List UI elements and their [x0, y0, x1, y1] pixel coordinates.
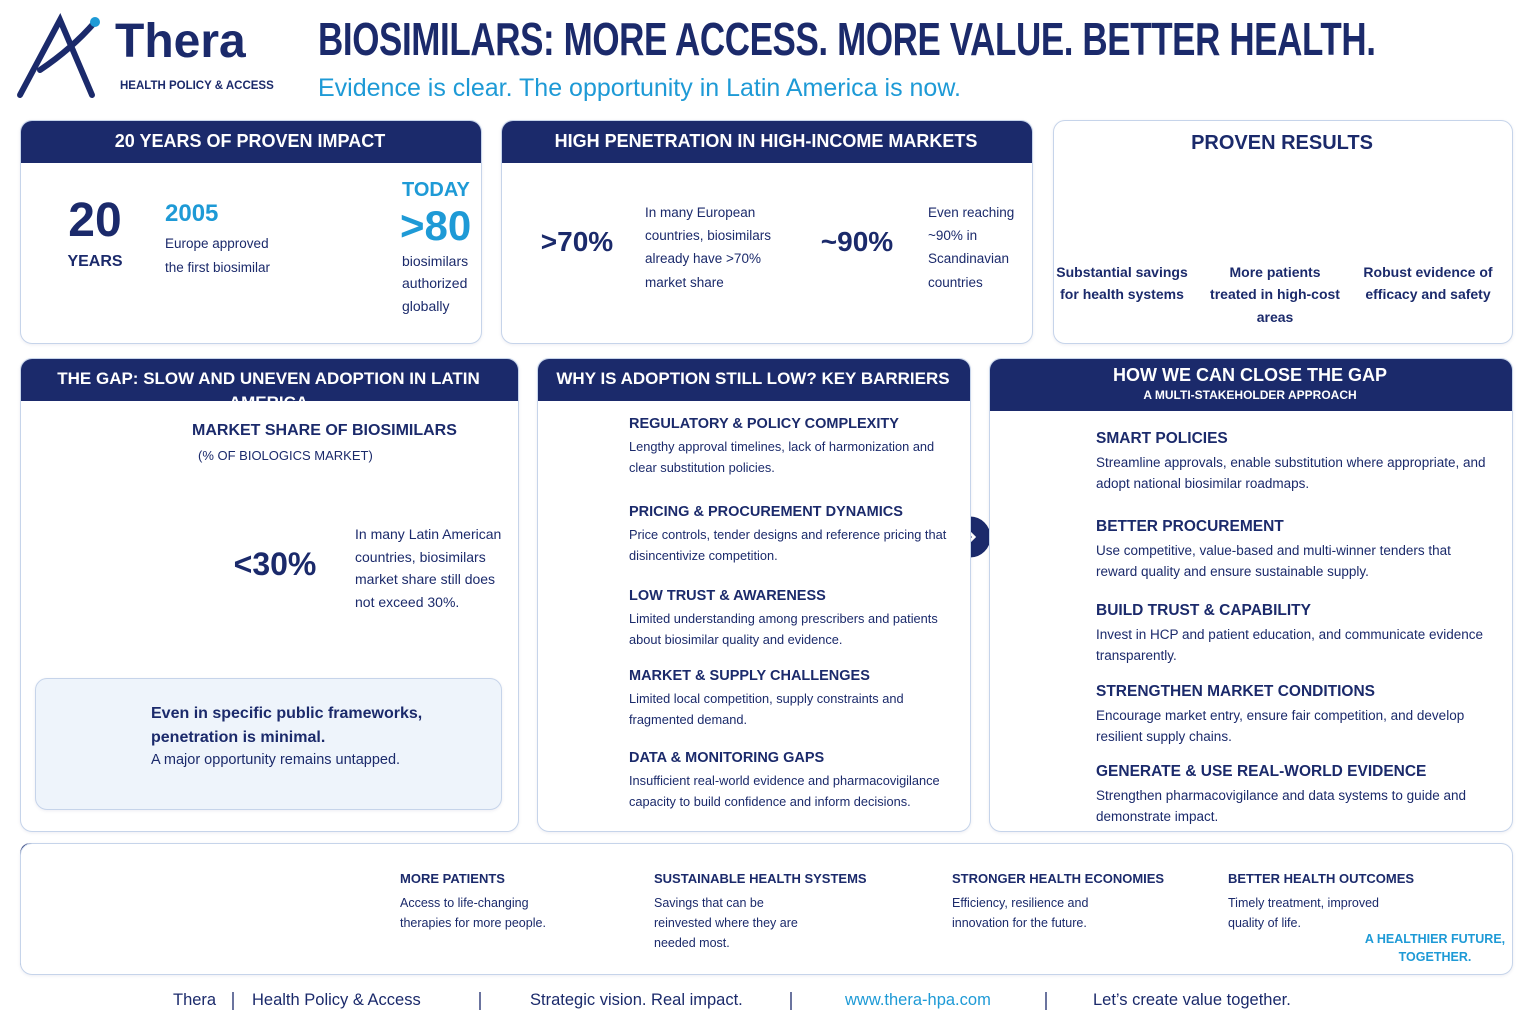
chart-title: MARKET SHARE OF BIOSIMILARS [192, 422, 457, 439]
close-text: Invest in HCP and patient education, and… [1096, 627, 1483, 664]
donut-label: >70% [540, 226, 614, 257]
today-value: >80 [400, 202, 472, 249]
close-text: Encourage market entry, ensure fair comp… [1096, 708, 1465, 745]
footer-item: www.thera-hpa.com [845, 991, 991, 1009]
footer-item: Strategic vision. Real impact. [530, 991, 743, 1009]
close-title: STRENGTHEN MARKET CONDITIONS [1096, 683, 1375, 700]
action-title: THE IMPACT OF ACTION [143, 874, 282, 932]
result-text: Robust evidence of efficacy and safety [1363, 264, 1493, 303]
close-title: GENERATE & USE REAL-WORLD EVIDENCE [1096, 763, 1427, 780]
action-item-title: STRONGER HEALTH ECONOMIES [952, 871, 1165, 886]
result-text: Substantial savings for health systems [1056, 264, 1188, 303]
barrier-title: REGULATORY & POLICY COMPLEXITY [629, 416, 899, 432]
brand-tagline: HEALTH POLICY & ACCESS [120, 80, 274, 92]
close-text: Strengthen pharmacovigilance and data sy… [1096, 788, 1466, 825]
panel [1053, 120, 1513, 344]
action-item-text: Timely treatment, improved quality of li… [1228, 896, 1379, 930]
panel-title: PROVEN RESULTS [1191, 132, 1373, 154]
ring-number: 20 [68, 194, 122, 247]
barrier-title: MARKET & SUPPLY CHALLENGES [629, 668, 870, 684]
chart-subtitle: (% OF BIOLOGICS MARKET) [198, 448, 373, 463]
action-item-text: Access to life-changing therapies for mo… [400, 896, 546, 930]
callout [35, 678, 502, 810]
action-item-title: MORE PATIENTS [400, 871, 505, 886]
action-item-title: BETTER HEALTH OUTCOMES [1228, 871, 1415, 886]
barrier-text: Price controls, tender designs and refer… [629, 527, 947, 564]
footer-item: Thera [173, 991, 217, 1009]
donut-label: <30% [233, 546, 317, 582]
panel-header [21, 359, 518, 401]
barrier-text: Lengthy approval timelines, lack of harm… [629, 439, 935, 476]
callout-text: A major opportunity remains untapped. [151, 752, 401, 768]
close-title: BETTER PROCUREMENT [1096, 518, 1284, 535]
today-label: TODAY [402, 179, 470, 201]
panel-title: THE GAP: SLOW AND UNEVEN ADOPTION IN LAT… [57, 369, 480, 412]
donut-label: ~90% [820, 226, 894, 257]
panel-title: HIGH PENETRATION IN HIGH-INCOME MARKETS [554, 131, 978, 151]
barrier-text: Limited understanding among prescribers … [629, 611, 938, 648]
logo-dot [90, 17, 100, 27]
panel [20, 843, 1513, 975]
barrier-title: DATA & MONITORING GAPS [629, 750, 825, 766]
result-text: More patients treated in high-cost areas [1210, 264, 1340, 325]
panel-title: HOW WE CAN CLOSE THE GAP [1113, 365, 1387, 385]
today-text: biosimilars authorized globally [402, 253, 469, 314]
year-text: Europe approved the first biosimilar [165, 236, 271, 275]
close-text: Streamline approvals, enable substitutio… [1096, 455, 1486, 492]
tagline: A HEALTHIER FUTURE, TOGETHER. [1364, 932, 1506, 965]
close-title: SMART POLICIES [1096, 430, 1228, 447]
subtitle: Evidence is clear. The opportunity in La… [318, 74, 961, 102]
ring-unit: YEARS [67, 253, 123, 270]
panel [989, 358, 1513, 832]
footer-item: Health Policy & Access [252, 991, 421, 1009]
action-item-text: Savings that can be reinvested where the… [654, 896, 798, 950]
action-item-title: SUSTAINABLE HEALTH SYSTEMS [654, 871, 867, 886]
panel-title: 20 YEARS OF PROVEN IMPACT [114, 131, 386, 151]
barrier-title: PRICING & PROCUREMENT DYNAMICS [629, 504, 903, 520]
barrier-text: Limited local competition, supply constr… [629, 691, 904, 728]
panel [20, 120, 482, 344]
donut-text: Even reaching ~90% in Scandinavian count… [928, 205, 1015, 290]
close-title: BUILD TRUST & CAPABILITY [1096, 602, 1311, 619]
donut-text: In many European countries, biosimilars … [645, 205, 772, 290]
panel-title: WHY IS ADOPTION STILL LOW? KEY BARRIERS [556, 369, 950, 388]
panel [537, 358, 971, 832]
action-item-text: Efficiency, resilience and innovation fo… [952, 896, 1089, 930]
panel-subtitle: A MULTI-STAKEHOLDER APPROACH [1143, 388, 1357, 402]
panel-header [990, 359, 1512, 411]
gap-text: In many Latin American countries, biosim… [355, 526, 502, 611]
title: BIOSIMILARS: MORE ACCESS. MORE VALUE. BE… [318, 13, 1376, 65]
barrier-text: Insufficient real-world evidence and pha… [629, 773, 940, 810]
footer-item: Let’s create value together. [1093, 991, 1291, 1009]
logo-mark [17, 13, 98, 98]
callout-title: Even in specific public frameworks, pene… [151, 705, 423, 746]
close-text: Use competitive, value-based and multi-w… [1096, 543, 1451, 580]
panel-header [538, 359, 970, 401]
panel-header [502, 121, 1032, 163]
barrier-title: LOW TRUST & AWARENESS [629, 588, 826, 604]
panel-header [21, 121, 481, 163]
panel [501, 120, 1033, 344]
brand: Thera [115, 15, 246, 68]
year: 2005 [165, 200, 219, 227]
